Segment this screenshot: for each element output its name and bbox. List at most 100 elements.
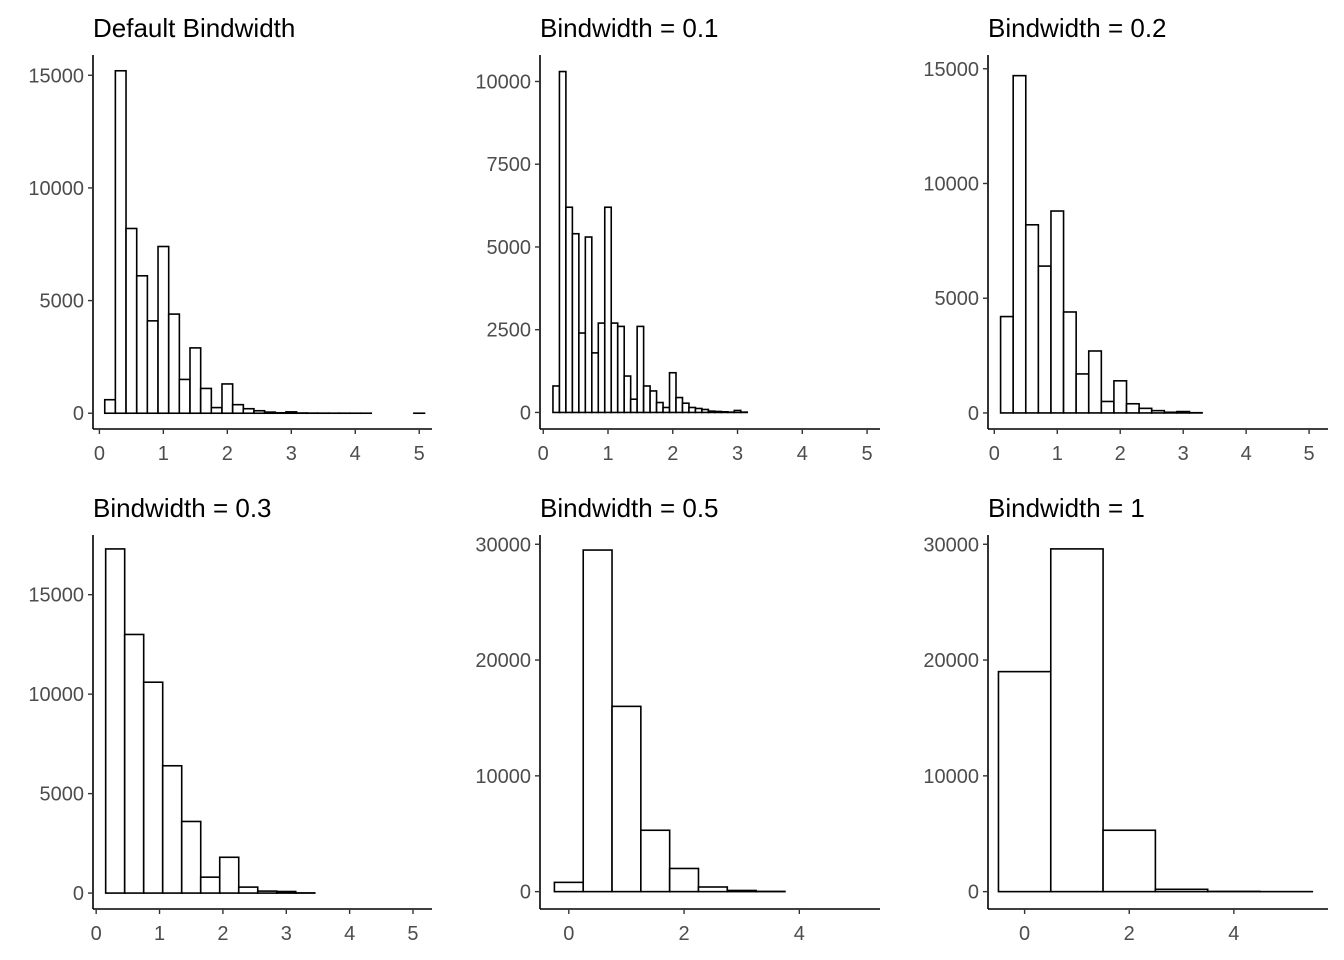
y-tick-label: 20000: [923, 650, 979, 672]
histogram-bar: [218, 856, 240, 894]
histogram-bar: [694, 407, 703, 414]
histogram-bar: [189, 347, 202, 415]
x-tick-label: 5: [407, 923, 418, 945]
x-tick-label: 3: [281, 923, 292, 945]
histogram-bar: [697, 886, 729, 893]
histogram-bar: [263, 411, 277, 415]
x-tick-label: 0: [91, 923, 102, 945]
histogram-bar: [681, 402, 690, 414]
x-tick-label: 5: [414, 443, 425, 465]
histogram-bar: [104, 548, 126, 894]
histogram-bar: [1138, 407, 1153, 414]
panel-title: Bindwidth = 1: [988, 493, 1145, 523]
y-tick-label: 5000: [487, 237, 532, 259]
histogram-bar: [103, 398, 117, 415]
histogram-bar: [256, 890, 278, 894]
histogram-bar: [701, 408, 710, 414]
histogram-bar: [616, 325, 625, 414]
histogram-bar: [1012, 74, 1027, 414]
histogram-bar: [642, 385, 651, 414]
histogram-bar: [1163, 411, 1178, 414]
histogram-bar: [582, 549, 613, 893]
histogram-bar: [649, 390, 658, 414]
x-tick-label: 0: [538, 443, 549, 465]
x-tick-label: 1: [154, 923, 165, 945]
y-tick-label: 7500: [487, 154, 532, 176]
histogram-bar: [636, 325, 645, 414]
y-tick-label: 10000: [28, 178, 84, 200]
x-tick-label: 2: [679, 923, 690, 945]
histogram-bar: [123, 633, 145, 894]
panel-bindwidth-1: Bindwidth = 1 0 10000 20000 30000 0 2 4: [923, 493, 1328, 945]
x-tick-label: 2: [222, 443, 233, 465]
x-tick-label: 1: [602, 443, 613, 465]
x-tick-label: 0: [989, 443, 1000, 465]
histogram-bar: [114, 69, 127, 415]
x-tick-label: 4: [797, 443, 808, 465]
panel-default-bindwidth: Default Bindwidth 0 5000 10000 15000 0 1 2 3 4 5: [28, 13, 432, 465]
y-tick-label: 10000: [923, 173, 979, 195]
histogram-bar: [1150, 409, 1166, 414]
y-tick-label: 15000: [28, 585, 84, 607]
panel-title: Bindwidth = 0.2: [988, 13, 1167, 43]
histogram-bar: [655, 401, 664, 414]
histogram-bar: [1087, 350, 1103, 414]
histogram-bar: [1176, 410, 1191, 414]
histogram-bar: [997, 670, 1052, 893]
histogram-bar: [578, 332, 587, 414]
x-tick-label: 3: [732, 443, 743, 465]
y-tick-label: 15000: [923, 59, 979, 81]
panel-title: Bindwidth = 0.3: [93, 493, 272, 523]
histogram-bar: [571, 232, 580, 414]
histogram-bar: [125, 227, 138, 415]
histogram-bar: [178, 378, 191, 415]
histogram-bar: [1100, 400, 1115, 414]
panel-bindwidth-0-2: Bindwidth = 0.2 0 5000 10000 15000 0 1 2 3 4 5: [923, 13, 1328, 465]
histogram-bar: [167, 313, 181, 415]
histogram-bar: [558, 70, 567, 414]
histogram-bar: [210, 406, 223, 415]
histogram-bar: [610, 322, 619, 414]
panel-title: Bindwidth = 0.5: [540, 493, 719, 523]
x-tick-label: 1: [158, 443, 169, 465]
histogram-bar: [640, 829, 671, 893]
histogram-bar: [1062, 311, 1077, 414]
histogram-bar: [668, 371, 677, 414]
y-tick-label: 0: [73, 883, 84, 905]
panel-bindwidth-0-5: Bindwidth = 0.5 0 10000 20000 30000 0 2 4: [475, 493, 880, 945]
histogram-bar: [629, 398, 638, 414]
y-tick-label: 0: [73, 403, 84, 425]
histogram-bar: [720, 410, 729, 414]
histogram-bar: [1050, 210, 1065, 414]
histogram-bar: [662, 406, 671, 414]
y-tick-label: 30000: [923, 534, 979, 556]
x-tick-label: 4: [794, 923, 805, 945]
y-tick-label: 5000: [935, 288, 980, 310]
histogram-bar: [1075, 373, 1090, 414]
histogram-bar: [285, 411, 298, 415]
x-tick-label: 3: [286, 443, 297, 465]
histogram-bar: [584, 236, 593, 414]
y-tick-label: 10000: [475, 766, 531, 788]
histogram-bar: [1113, 380, 1128, 414]
histogram-bar: [161, 764, 183, 894]
histogram-bar: [597, 322, 606, 414]
histogram-bar: [253, 409, 266, 415]
y-tick-label: 30000: [475, 534, 531, 556]
x-tick-label: 4: [1241, 443, 1252, 465]
x-tick-label: 2: [217, 923, 228, 945]
histogram-bar: [552, 385, 561, 414]
y-tick-label: 0: [968, 882, 979, 904]
histogram-bar: [565, 206, 574, 414]
histogram-bar: [1125, 402, 1140, 414]
histogram-bar: [157, 245, 170, 415]
histogram-bar: [199, 876, 221, 894]
y-tick-label: 15000: [28, 65, 84, 87]
histogram-bar: [1049, 548, 1104, 893]
histogram-bar: [1102, 829, 1157, 893]
histogram-bar: [242, 407, 255, 415]
x-tick-label: 1: [1052, 443, 1063, 465]
histogram-bar: [603, 206, 613, 414]
histogram-bar: [275, 890, 297, 894]
x-tick-label: 2: [1124, 923, 1135, 945]
